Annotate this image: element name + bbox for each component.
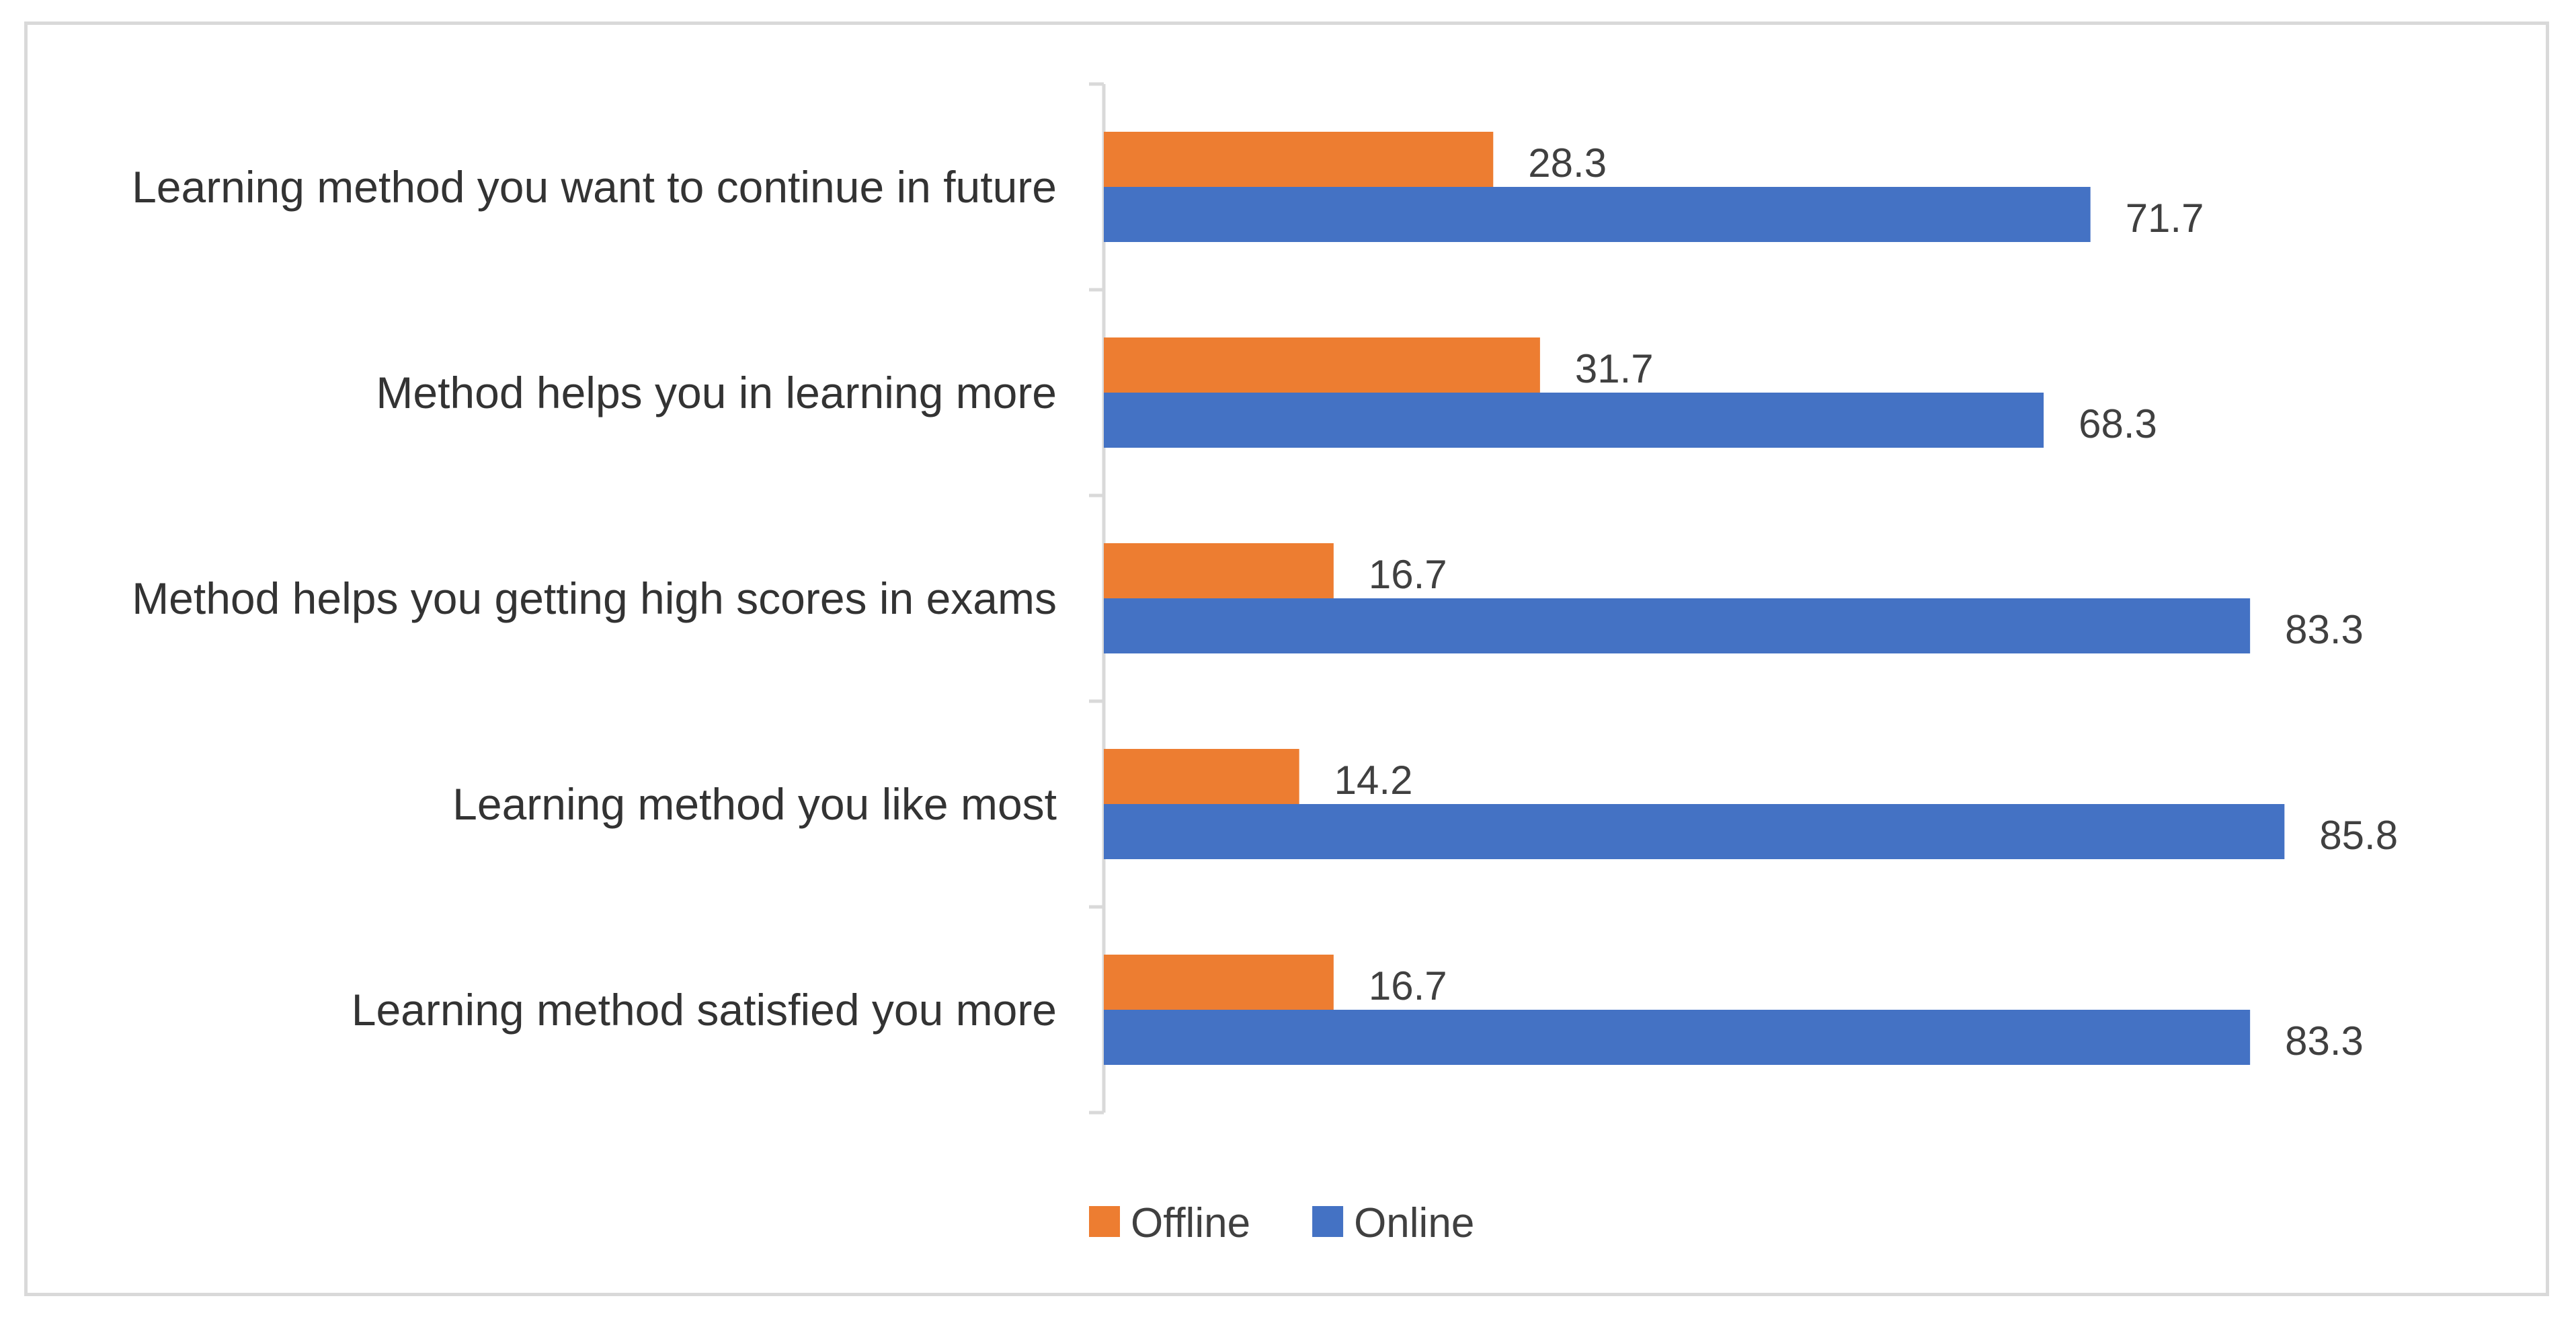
data-label-online: 83.3 [2285, 1018, 2364, 1064]
bar-online [1104, 598, 2251, 653]
data-label-offline: 16.7 [1369, 963, 1447, 1008]
category-label: Method helps you in learning more [376, 368, 1057, 417]
category-label: Learning method you like most [452, 779, 1057, 829]
legend-label-online: Online [1354, 1200, 1474, 1246]
bar-offline [1104, 749, 1299, 804]
data-label-offline: 28.3 [1528, 141, 1607, 186]
bar-online [1104, 1010, 2251, 1065]
bar-online [1104, 187, 2091, 242]
legend-label-offline: Offline [1131, 1200, 1250, 1246]
legend-swatch-online [1312, 1206, 1344, 1237]
bar-offline [1104, 132, 1494, 187]
data-label-online: 85.8 [2319, 813, 2398, 858]
data-label-offline: 14.2 [1334, 758, 1413, 803]
data-label-offline: 31.7 [1575, 346, 1654, 391]
category-label: Method helps you getting high scores in … [132, 573, 1057, 623]
data-label-online: 83.3 [2285, 607, 2364, 652]
data-label-online: 68.3 [2079, 401, 2157, 446]
bar-online [1104, 393, 2044, 448]
category-label: Learning method satisfied you more [352, 985, 1057, 1035]
bar-offline [1104, 337, 1540, 393]
category-label: Learning method you want to continue in … [132, 162, 1057, 212]
data-label-offline: 16.7 [1369, 552, 1447, 597]
bar-online [1104, 804, 2285, 859]
bar-offline [1104, 955, 1334, 1010]
data-label-online: 71.7 [2126, 196, 2204, 241]
bar-offline [1104, 543, 1334, 598]
legend-swatch-offline [1089, 1206, 1120, 1237]
